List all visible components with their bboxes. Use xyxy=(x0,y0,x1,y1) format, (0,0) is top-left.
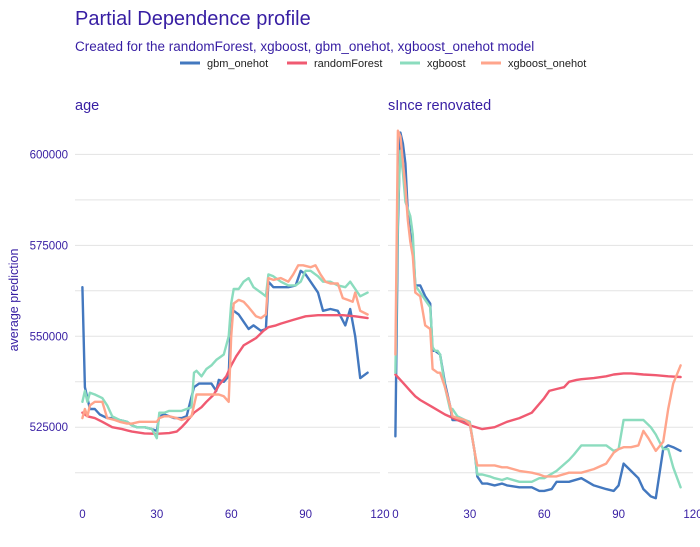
legend-item-gbm_onehot: gbm_onehot xyxy=(180,58,268,70)
y-tick-label: 575000 xyxy=(30,240,68,252)
x-tick-label: 120 xyxy=(370,509,389,521)
series-line-xgboost_onehot xyxy=(394,129,682,478)
x-tick-label: 60 xyxy=(538,509,551,521)
legend-label: xgboost_onehot xyxy=(508,58,586,70)
legend-label: xgboost xyxy=(427,58,466,70)
series-line-xgboost_onehot xyxy=(81,264,369,425)
panel-title: age xyxy=(75,98,99,114)
y-axis-label: average prediction xyxy=(7,249,21,352)
legend-item-xgboost_onehot: xgboost_onehot xyxy=(481,58,586,70)
x-tick-label: 60 xyxy=(225,509,238,521)
panel-title: sInce renovated xyxy=(388,98,491,114)
series-line-randomForest xyxy=(81,314,369,435)
series-line-xgboost xyxy=(394,149,682,489)
legend-label: gbm_onehot xyxy=(207,58,268,70)
panel-0: age 525000 550000 575000 600000 0 30 60 90 120 xyxy=(30,98,390,521)
x-tick-label: 0 xyxy=(79,509,85,521)
legend: gbm_onehot randomForest xgboost xgboost_one… xyxy=(180,58,586,70)
series-line-randomForest xyxy=(394,372,682,431)
x-tick-label: 30 xyxy=(150,509,163,521)
series-line-gbm_onehot xyxy=(394,131,682,500)
x-tick-label: 90 xyxy=(299,509,312,521)
series-line-xgboost xyxy=(81,269,369,440)
panel-1: sInce renovated 0 30 60 90 120 xyxy=(388,98,700,521)
legend-item-randomForest: randomForest xyxy=(287,58,382,70)
y-tick-label: 550000 xyxy=(30,331,68,343)
y-tick-label: 600000 xyxy=(30,149,68,161)
x-tick-label: 30 xyxy=(463,509,476,521)
x-tick-label: 0 xyxy=(392,509,398,521)
chart-subtitle: Created for the randomForest, xgboost, g… xyxy=(75,39,534,54)
x-tick-label: 90 xyxy=(612,509,625,521)
legend-item-xgboost: xgboost xyxy=(400,58,466,70)
legend-label: randomForest xyxy=(314,58,382,70)
chart-title: Partial Dependence profile xyxy=(75,8,311,30)
y-tick-label: 525000 xyxy=(30,422,68,434)
x-tick-label: 120 xyxy=(683,509,700,521)
